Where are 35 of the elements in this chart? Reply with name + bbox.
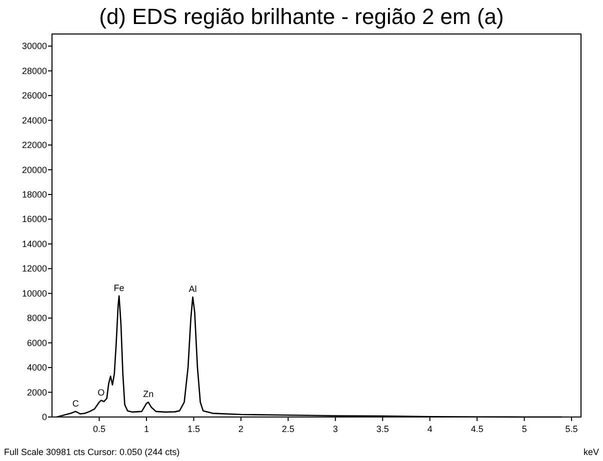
y-tick-label: 20000 xyxy=(22,164,47,175)
y-tick-label: 16000 xyxy=(22,214,47,224)
y-tick-label: 4000 xyxy=(26,362,47,373)
x-tick-label: 3 xyxy=(332,424,338,434)
x-tick-label: 4 xyxy=(427,424,432,434)
y-tick-label: 8000 xyxy=(26,313,47,324)
y-tick-label: 12000 xyxy=(22,264,47,274)
x-tick-label: 3.5 xyxy=(376,424,389,434)
annotation: Zn xyxy=(143,389,154,400)
x-tick-label: 0.5 xyxy=(92,424,106,434)
chart-title: (d) EDS região brilhante - região 2 em (a) xyxy=(99,4,504,29)
y-tick-label: 14000 xyxy=(22,238,47,249)
y-tick-label: 0 xyxy=(42,412,47,422)
y-tick-label: 2000 xyxy=(26,387,47,398)
annotation: Fe xyxy=(114,282,124,293)
annotation: C xyxy=(72,398,80,408)
x-tick-label: 2.5 xyxy=(282,424,294,434)
y-tick-label: 26000 xyxy=(22,90,47,101)
y-tick-label: 6000 xyxy=(26,338,47,348)
x-tick-label: 1.5 xyxy=(187,424,200,434)
x-tick-label: 5.5 xyxy=(565,424,578,434)
annotation: O xyxy=(98,387,105,398)
y-tick-label: 24000 xyxy=(22,115,47,126)
y-tick-label: 18000 xyxy=(22,189,47,200)
x-tick-label: 4.5 xyxy=(470,424,484,434)
y-tick-label: 10000 xyxy=(22,288,47,298)
x-tick-label: 1 xyxy=(144,424,149,434)
y-tick-label: 28000 xyxy=(22,66,47,76)
annotation: Al xyxy=(188,284,197,294)
x-tick-label: 2 xyxy=(238,424,244,434)
x-tick-label: 5 xyxy=(522,424,527,434)
y-tick-label: 22000 xyxy=(22,140,47,150)
text: Full Scale 30981 cts Cursor: 0.050 (244 cts) xyxy=(4,447,180,457)
x-axis-title: keV xyxy=(583,447,599,457)
y-tick-label: 30000 xyxy=(22,41,47,52)
